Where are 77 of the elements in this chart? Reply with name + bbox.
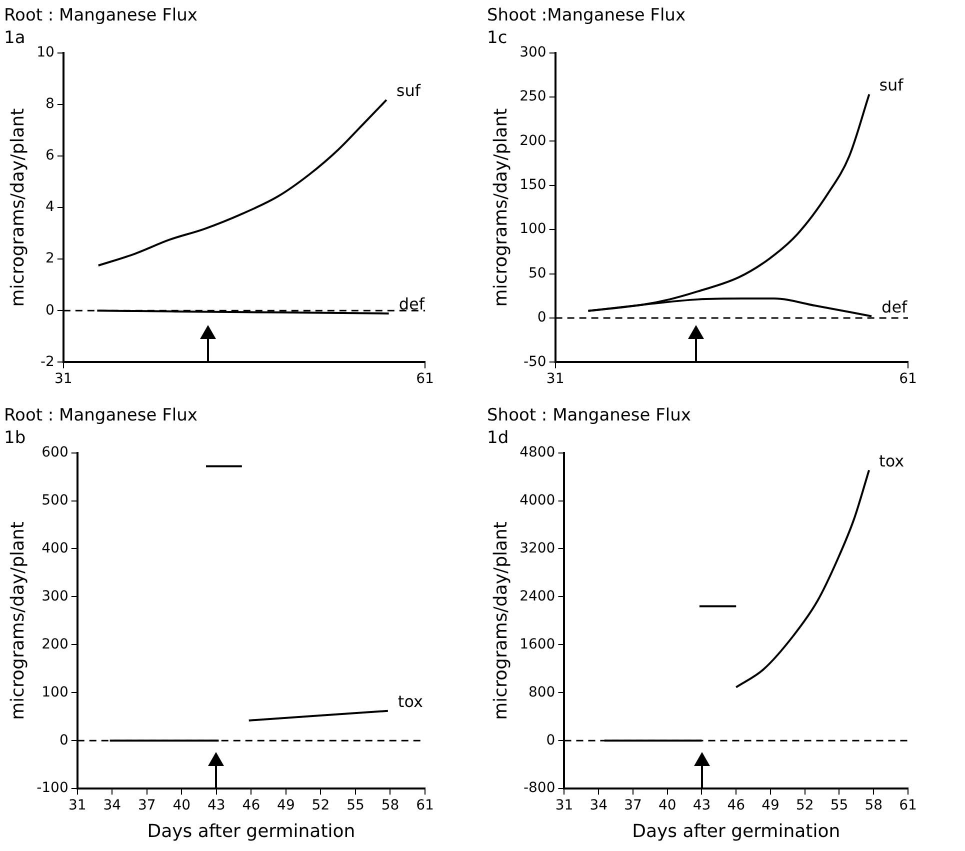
y-tick-label: 4800	[520, 444, 556, 460]
chart-title: Shoot :Manganese Flux	[487, 6, 686, 26]
chart-subtitle: 1b	[4, 428, 26, 448]
x-tick-label: 61	[416, 798, 434, 814]
y-tick-label: -2	[40, 354, 54, 370]
y-axis-title: micrograms/day/plant	[7, 108, 28, 307]
y-tick-label: 250	[520, 88, 546, 105]
x-tick-label: 61	[899, 798, 917, 814]
x-tick-label: 31	[68, 798, 86, 814]
x-axis-title: Days after germination	[632, 820, 840, 842]
y-tick-label: 2	[45, 250, 54, 267]
x-tick-label: 43	[208, 798, 226, 814]
x-tick-label: 58	[864, 798, 883, 814]
x-tick-label: 61	[899, 371, 917, 388]
x-tick-label: 40	[172, 798, 191, 814]
y-tick-label: 0	[546, 732, 556, 748]
y-axis-title: micrograms/day/plant	[490, 522, 512, 720]
y-tick-label: 400	[42, 540, 68, 556]
y-tick-label: 50	[528, 265, 546, 282]
series-label: def	[398, 294, 425, 314]
series-label: def	[882, 297, 908, 316]
y-tick-label: -50	[523, 354, 546, 370]
y-tick-label: 4000	[520, 492, 556, 508]
x-tick-label: 43	[692, 798, 711, 814]
chart-title: Shoot : Manganese Flux	[487, 406, 691, 426]
x-tick-label: 55	[830, 798, 848, 814]
series-label: tox	[879, 451, 904, 470]
y-tick-label: 600	[42, 444, 68, 460]
y-axis-title: micrograms/day/plant	[7, 522, 28, 720]
y-tick-label: 100	[520, 221, 546, 238]
x-tick-label: 52	[312, 798, 330, 814]
chart-subtitle: 1d	[487, 428, 509, 448]
y-tick-label: -100	[36, 780, 68, 796]
y-tick-label: 100	[42, 684, 68, 700]
x-tick-label: 46	[727, 798, 746, 814]
y-tick-label: 8	[45, 96, 54, 112]
x-tick-label: 58	[381, 798, 400, 814]
x-tick-label: 61	[416, 371, 434, 388]
y-tick-label: 2400	[520, 588, 556, 604]
chart-subtitle: 1a	[4, 28, 26, 48]
series-label: suf	[879, 76, 904, 95]
x-tick-label: 49	[277, 798, 295, 814]
y-tick-label: 300	[520, 44, 546, 60]
x-tick-label: 37	[624, 798, 642, 814]
x-tick-label: 40	[658, 798, 676, 814]
x-tick-label: 49	[762, 798, 780, 814]
x-tick-label: 34	[590, 798, 608, 814]
y-tick-label: 150	[520, 177, 546, 194]
x-tick-label: 31	[555, 798, 574, 814]
y-tick-label: 0	[59, 732, 68, 748]
y-tick-label: 200	[42, 636, 68, 652]
y-tick-label: 0	[537, 310, 546, 326]
x-tick-label: 55	[346, 798, 364, 814]
y-tick-label: 0	[45, 302, 54, 318]
y-axis-title: micrograms/day/plant	[490, 108, 512, 307]
y-tick-label: 1600	[520, 636, 556, 652]
y-tick-label: 3200	[520, 540, 556, 556]
chart-title: Root : Manganese Flux	[4, 406, 198, 426]
x-tick-label: 31	[54, 371, 72, 388]
chart-title: Root : Manganese Flux	[4, 6, 198, 26]
y-tick-label: 4	[45, 199, 54, 216]
series-label: suf	[396, 81, 421, 100]
x-tick-label: 31	[546, 371, 564, 388]
x-tick-label: 37	[138, 798, 156, 814]
y-tick-label: 500	[42, 492, 68, 508]
y-tick-label: -800	[523, 780, 556, 796]
chart-subtitle: 1c	[487, 28, 508, 48]
y-tick-label: 300	[42, 588, 68, 604]
x-axis-title: Days after germination	[147, 820, 356, 842]
y-tick-label: 800	[528, 684, 556, 700]
y-tick-label: 200	[520, 132, 546, 149]
x-tick-label: 34	[103, 798, 122, 814]
series-label: tox	[398, 692, 423, 712]
y-tick-label: 10	[36, 44, 54, 60]
x-tick-label: 52	[796, 798, 814, 814]
x-tick-label: 46	[242, 798, 260, 814]
y-tick-label: 6	[45, 148, 54, 164]
